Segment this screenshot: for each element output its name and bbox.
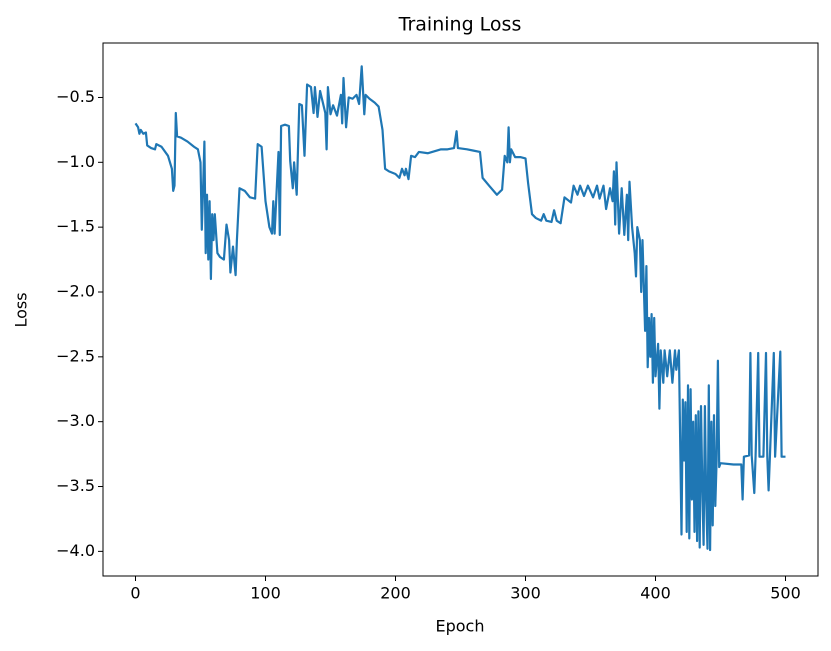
chart-title: Training Loss: [398, 14, 522, 36]
y-tick-label: −1.0: [56, 152, 95, 171]
x-tick-label: 400: [640, 584, 671, 603]
x-tick-label: 0: [130, 584, 140, 603]
y-tick-label: −4.0: [56, 541, 95, 560]
y-tick-label: −2.5: [56, 346, 95, 365]
x-tick-label: 100: [250, 584, 281, 603]
y-tick-label: −3.0: [56, 411, 95, 430]
x-axis-label: Epoch: [436, 617, 485, 636]
x-tick-label: 200: [380, 584, 411, 603]
y-axis-label: Loss: [12, 292, 31, 327]
y-tick-label: −1.5: [56, 217, 95, 236]
y-tick-label: −0.5: [56, 87, 95, 106]
loss-line: [134, 65, 786, 552]
y-tick-label: −3.5: [56, 476, 95, 495]
x-tick-label: 300: [510, 584, 541, 603]
x-tick-label: 500: [770, 584, 801, 603]
y-tick-label: −2.0: [56, 281, 95, 300]
plot-frame: [102, 42, 819, 577]
